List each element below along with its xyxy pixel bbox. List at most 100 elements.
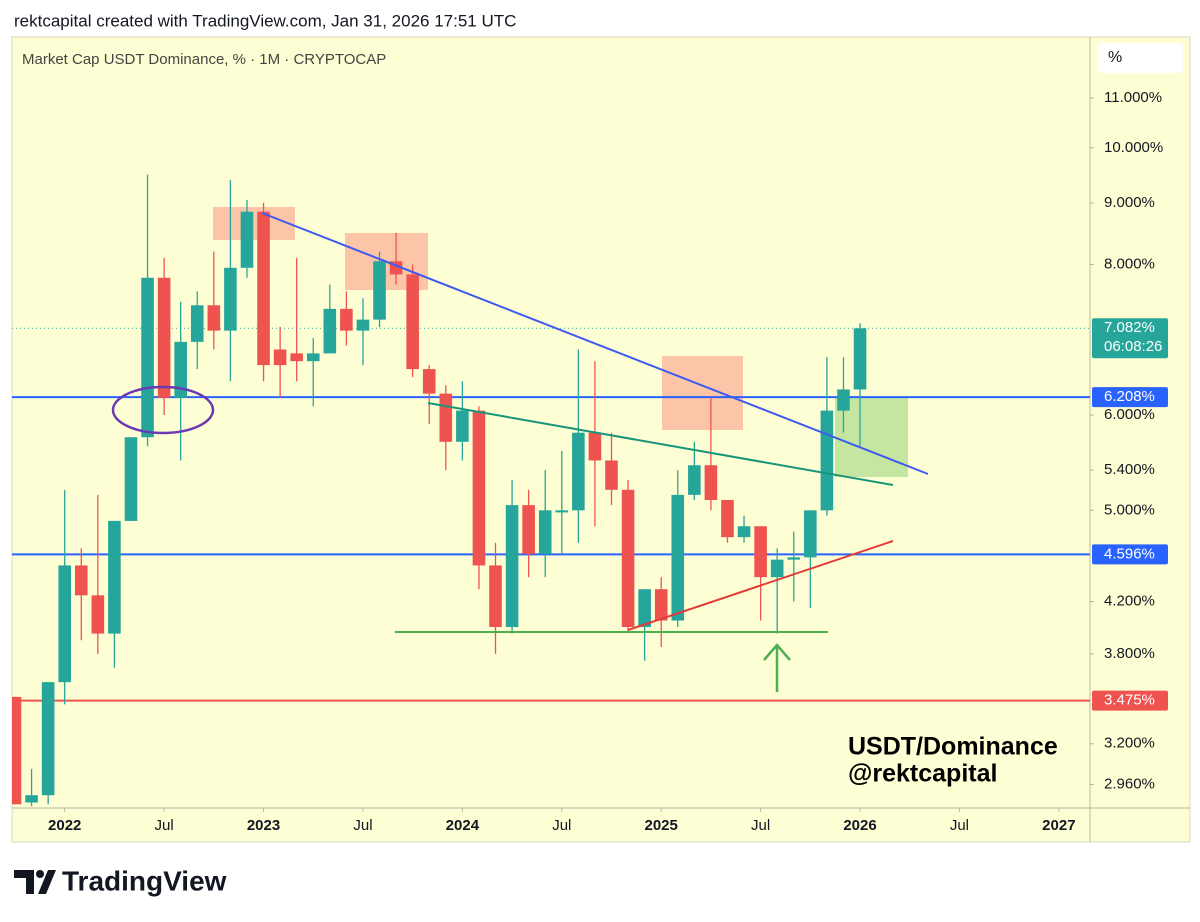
brand: TradingView (62, 865, 227, 896)
candle-body (240, 211, 254, 268)
candle-body (356, 319, 370, 331)
x-tick-label: 2022 (48, 817, 81, 834)
y-tick-label: 5.000% (1104, 501, 1155, 518)
y-tick-label: 2.960% (1104, 775, 1155, 792)
price-axis: 11.000% 10.000% 9.000% 8.000% 6.000% 5.400% 5.… (1090, 89, 1168, 792)
candle-body (306, 353, 320, 362)
x-tick-label: 2027 (1042, 817, 1075, 834)
y-tick-label: 10.000% (1104, 139, 1163, 156)
arrow (763, 643, 791, 692)
candle-body (737, 526, 751, 538)
candle-body (853, 328, 867, 390)
y-tick-label: 9.000% (1104, 194, 1155, 211)
candle-body (373, 261, 386, 320)
zones (213, 207, 908, 477)
candle-body (190, 305, 204, 342)
y-tick-label: 11.000% (1104, 89, 1162, 106)
candle-body (489, 565, 502, 628)
y-tick-label: 4.200% (1104, 592, 1155, 609)
candle-body (638, 589, 651, 628)
y-tick-label: 8.000% (1104, 255, 1155, 272)
candle-body (688, 465, 701, 495)
candle-body (25, 795, 38, 803)
y-tick-label: 5.400% (1104, 461, 1155, 478)
candles (12, 174, 867, 807)
candle-body (74, 565, 88, 596)
candle-body (787, 557, 801, 560)
logo-icon (14, 870, 56, 894)
candle-body (207, 305, 221, 331)
price-label-box (1092, 544, 1168, 565)
candle-body (12, 696, 22, 805)
candle-body (257, 211, 270, 366)
price-lines (12, 327, 1090, 702)
x-tick-label: 2024 (446, 817, 480, 834)
candle-body (621, 489, 635, 628)
annotation: @rektcapital (848, 760, 997, 788)
candle-body (522, 505, 535, 554)
candle-body (323, 308, 337, 354)
candle-body (91, 595, 105, 634)
candle-body (224, 267, 237, 331)
trend-line (261, 212, 929, 475)
price-label: 3.475% (1104, 692, 1155, 709)
candle-body (572, 432, 585, 511)
x-tick-label: 2025 (645, 817, 678, 834)
x-tick-label: Jul (950, 817, 969, 834)
logo-dot (36, 870, 44, 878)
annotation: USDT/Dominance (848, 733, 1058, 761)
y-tick-label: 3.200% (1104, 735, 1155, 752)
price-label: 7.082% (1104, 319, 1155, 336)
x-tick-label: 2026 (843, 817, 876, 834)
price-label-box (1092, 387, 1168, 408)
candle-body (141, 277, 154, 438)
x-tick-label: Jul (155, 817, 174, 834)
candle-body (174, 341, 187, 398)
candle-body (157, 277, 171, 398)
candle-body (588, 432, 602, 461)
candle-body (754, 526, 767, 578)
candle-body (721, 499, 734, 538)
header: rektcapital created with TradingView.com… (14, 11, 516, 30)
candle-body (770, 559, 784, 578)
candle-body (472, 410, 486, 566)
candle-body (654, 589, 668, 621)
candle-body (538, 510, 552, 554)
candle-body (605, 460, 618, 490)
candle-body (505, 505, 519, 628)
legend: Market Cap USDT Dominance, % · 1M · CRYP… (22, 51, 386, 68)
countdown: 06:08:26 (1104, 338, 1162, 355)
drawings (111, 212, 929, 692)
trend-line (427, 402, 894, 486)
price-label: 6.208% (1104, 388, 1155, 405)
x-tick-label: Jul (552, 817, 571, 834)
candle-body (555, 510, 569, 513)
candle-body (422, 369, 436, 394)
scale-unit[interactable]: % (1108, 49, 1122, 66)
y-tick-label: 3.800% (1104, 645, 1155, 662)
candle-body (704, 465, 718, 500)
candle-body (837, 389, 850, 411)
y-tick-label: 6.000% (1104, 406, 1155, 423)
candle-body (671, 494, 685, 621)
highlight-circle (111, 385, 215, 435)
x-tick-label: 2023 (247, 817, 280, 834)
time-axis: 2022 Jul 2023 Jul 2024 Jul 2025 Jul 2026 Jul 2027 (48, 808, 1076, 834)
candle-body (41, 682, 55, 796)
candle-body (290, 353, 303, 362)
price-label-box (1092, 318, 1168, 359)
candle-body (439, 393, 453, 442)
x-tick-label: Jul (751, 817, 770, 834)
price-label: 4.596% (1104, 545, 1155, 562)
x-tick-label: Jul (353, 817, 372, 834)
scale-button[interactable] (1097, 43, 1183, 73)
price-label-box (1092, 690, 1168, 711)
candle-body (273, 349, 287, 366)
resistance-zone (213, 207, 295, 240)
candle-body (124, 437, 138, 521)
candle-body (406, 274, 419, 370)
candle-body (456, 410, 469, 442)
candle-body (58, 565, 72, 683)
